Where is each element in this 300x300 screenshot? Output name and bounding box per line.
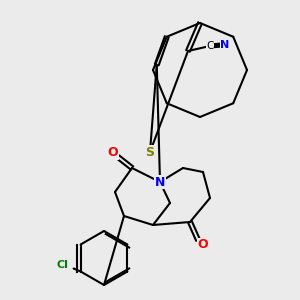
Text: C: C: [206, 41, 214, 51]
Text: Cl: Cl: [57, 260, 69, 269]
Text: S: S: [146, 146, 154, 158]
Text: N: N: [220, 40, 230, 50]
Text: O: O: [198, 238, 208, 251]
Text: N: N: [155, 176, 165, 188]
Text: O: O: [108, 146, 118, 160]
